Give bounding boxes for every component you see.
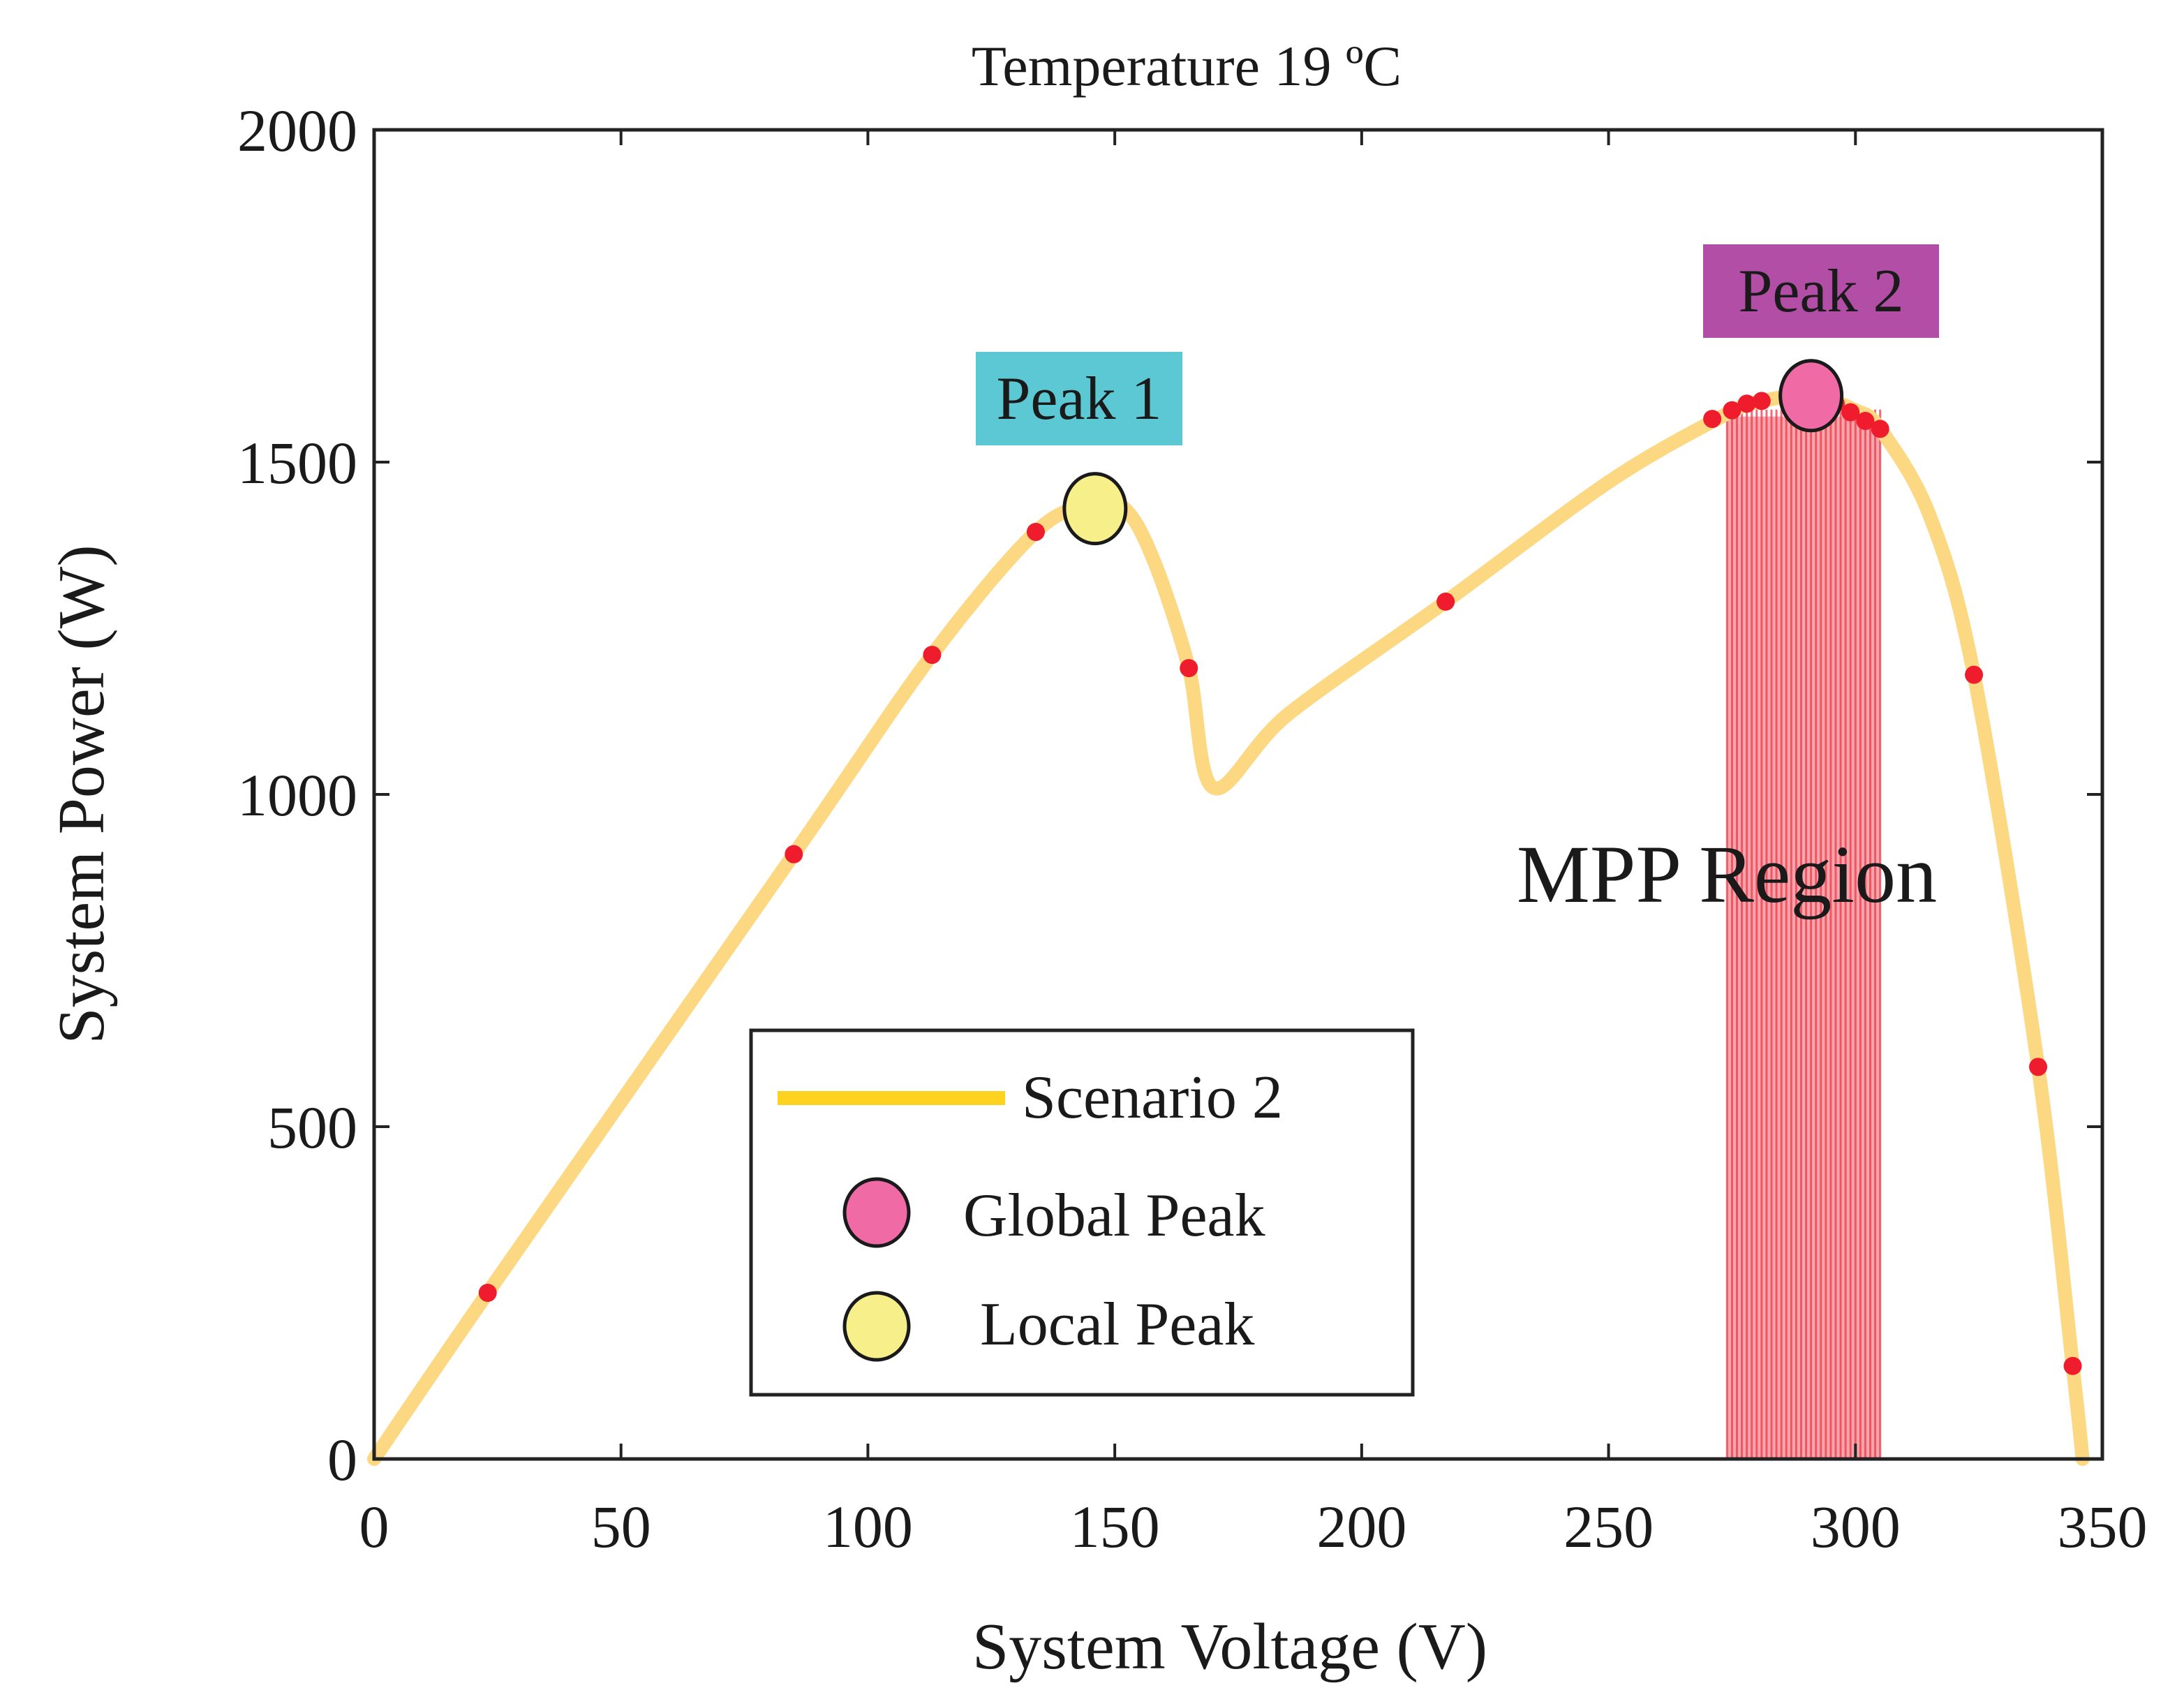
peak-1-label-text: Peak 1 (996, 365, 1161, 433)
sample-point-6 (1703, 410, 1722, 429)
legend-global-peak-swatch (842, 1177, 911, 1248)
sample-point-13 (1871, 420, 1889, 438)
legend-entry-global-peak: Global Peak (963, 1182, 1265, 1250)
legend: Scenario 2 Global Peak Local Peak (749, 1028, 1415, 1397)
mpp-region-fill (1727, 416, 1880, 1459)
mpp-region-label: MPP Region (1517, 829, 1937, 920)
legend-local-peak-swatch (842, 1291, 911, 1362)
x-tick-label-4: 200 (1316, 1493, 1406, 1560)
sample-point-16 (2063, 1356, 2082, 1375)
sample-point-5 (1436, 592, 1455, 611)
x-tick-label-2: 100 (823, 1493, 913, 1560)
x-tick-label-5: 250 (1563, 1493, 1654, 1560)
sample-point-1 (785, 845, 803, 864)
sample-point-7 (1723, 401, 1741, 420)
peak-2-label-text: Peak 2 (1738, 258, 1903, 325)
x-axis-label: System Voltage (V) (972, 1610, 1487, 1683)
global-peak-marker (1778, 359, 1844, 433)
sample-point-8 (1737, 394, 1756, 413)
y-axis-label: System Power (W) (45, 544, 118, 1044)
curve-scenario-2 (367, 388, 2090, 1466)
peak-markers (1062, 359, 1844, 546)
sample-point-12 (1856, 411, 1875, 430)
y-tick-label-4: 2000 (237, 97, 357, 164)
legend-entry-scenario: Scenario 2 (1022, 1064, 1283, 1132)
peak-1-label-bg (976, 352, 1182, 445)
y-tick-label-1: 500 (267, 1094, 357, 1161)
sample-point-15 (2029, 1058, 2048, 1076)
sample-point-2 (923, 646, 942, 665)
chart-title: Temperature 19 ºC (972, 34, 1402, 98)
sample-point-0 (478, 1284, 497, 1302)
x-tick-label-0: 0 (359, 1493, 389, 1560)
peak-1-label: Peak 1 (976, 352, 1182, 445)
sample-point-14 (1965, 665, 1984, 684)
sample-point-11 (1841, 403, 1860, 422)
y-tick-label-0: 0 (327, 1426, 357, 1493)
curve-group (367, 388, 2090, 1466)
peak-2-label: Peak 2 (1703, 244, 1939, 338)
x-tick-label-6: 300 (1811, 1493, 1901, 1560)
legend-entry-local-peak: Local Peak (980, 1291, 1254, 1358)
sample-point-4 (1180, 659, 1198, 678)
sample-point-9 (1752, 392, 1771, 410)
sample-point-3 (1026, 522, 1045, 541)
y-tick-label-3: 1500 (237, 429, 357, 496)
x-tick-label-3: 150 (1070, 1493, 1160, 1560)
x-tick-label-7: 350 (2058, 1493, 2148, 1560)
mpp-region (1725, 409, 1882, 1459)
x-tick-label-1: 50 (591, 1493, 651, 1560)
local-peak-marker (1062, 472, 1128, 546)
peak-2-label-bg (1703, 244, 1939, 338)
axis-ticks: 0 50 100 150 200 250 300 350 0 500 1000 1500 2000 (237, 97, 2148, 1560)
y-tick-label-2: 1000 (237, 762, 357, 829)
sample-points (478, 392, 2082, 1375)
